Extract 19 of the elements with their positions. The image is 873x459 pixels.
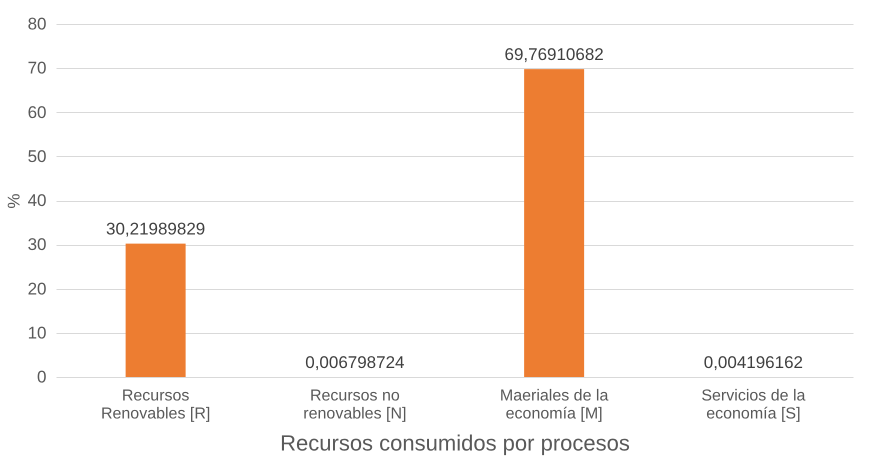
data-label: 69,76910682: [504, 45, 604, 64]
y-tick-label: 60: [28, 102, 46, 122]
x-tick-label: Recursos Renovables [R]: [100, 388, 210, 422]
data-label: 0,004196162: [704, 352, 804, 372]
x-axis-title: Recursos consumidos por procesos: [280, 430, 630, 456]
y-tick-label: 80: [28, 14, 46, 34]
y-tick-label: 50: [28, 146, 46, 166]
y-axis-title: %: [4, 193, 24, 209]
x-tick-label: Servicios de la economía [S]: [701, 388, 806, 422]
y-tick-label: 30: [28, 235, 46, 254]
x-tick-label: Recursos no renovables [N]: [303, 388, 406, 422]
y-tick-label: 70: [28, 58, 46, 78]
x-tick-label: Maeriales de la economía [M]: [500, 388, 608, 422]
y-tick-label: 40: [28, 191, 46, 210]
y-tick-label: 0: [37, 368, 46, 386]
data-label: 30,21989829: [106, 220, 206, 239]
data-label: 0,006798724: [305, 352, 405, 372]
y-tick-label: 20: [28, 279, 46, 298]
y-tick-label: 10: [28, 323, 46, 342]
